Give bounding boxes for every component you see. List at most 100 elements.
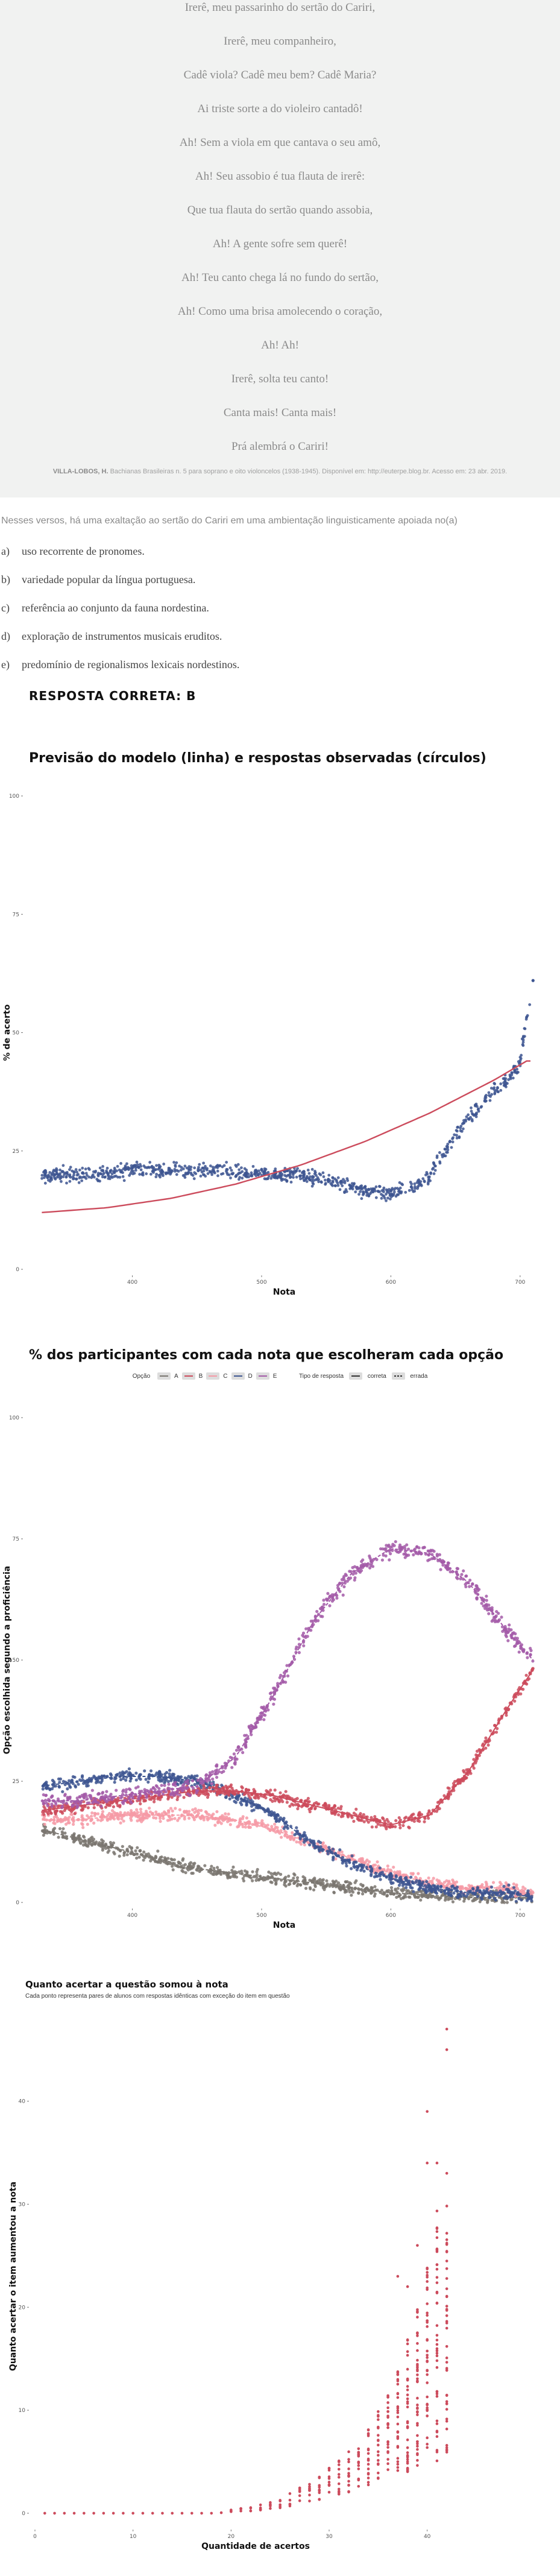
option-D-point xyxy=(146,1780,150,1784)
observed-point xyxy=(327,1178,330,1181)
gain-point xyxy=(406,2342,409,2346)
option-E-point xyxy=(464,1574,468,1578)
alternative-c[interactable]: c) referência ao conjunto da fauna nordes… xyxy=(1,602,209,614)
option-E-point xyxy=(388,1552,392,1556)
chart1-ytick-label: 0 xyxy=(16,1267,19,1273)
option-B-point xyxy=(359,1819,362,1822)
option-E-point xyxy=(505,1635,508,1638)
option-A-point xyxy=(203,1864,207,1867)
gain-point xyxy=(386,2458,389,2461)
gain-point xyxy=(426,2338,429,2342)
option-E-point xyxy=(140,1790,143,1793)
option-D-point xyxy=(508,1895,512,1899)
chart2-ytick-label: 75 xyxy=(13,1536,19,1542)
chart2-ytick-label: 50 xyxy=(13,1658,20,1664)
option-B-point xyxy=(116,1796,120,1800)
gain-point xyxy=(445,2357,448,2360)
chart1-ytick-label: 100 xyxy=(9,794,19,800)
option-E-point xyxy=(441,1563,445,1567)
observed-point xyxy=(80,1179,84,1182)
observed-point xyxy=(189,1171,193,1175)
legend-correct-label: correta xyxy=(367,1372,386,1380)
option-D-point xyxy=(282,1826,286,1830)
observed-point xyxy=(50,1172,54,1175)
observed-point xyxy=(293,1170,297,1174)
observed-point xyxy=(212,1167,215,1171)
alternative-b[interactable]: b) variedade popular da língua portuguesa… xyxy=(1,573,195,586)
observed-point xyxy=(219,1172,223,1176)
observed-point xyxy=(435,1156,439,1160)
observed-point xyxy=(492,1086,496,1090)
observed-point xyxy=(440,1153,444,1157)
gain-point xyxy=(386,2406,389,2410)
option-B-point xyxy=(354,1807,358,1811)
observed-point xyxy=(400,1190,403,1193)
option-D-point xyxy=(157,1770,162,1773)
observed-point xyxy=(455,1129,459,1133)
option-B-point xyxy=(407,1826,411,1829)
gain-point xyxy=(445,2361,448,2364)
option-D-point xyxy=(456,1896,460,1899)
option-E-point xyxy=(98,1798,102,1801)
option-C-point xyxy=(96,1812,100,1816)
option-B-point xyxy=(418,1819,421,1823)
gain-point xyxy=(406,2467,409,2471)
observed-point xyxy=(80,1176,83,1179)
option-C-point xyxy=(347,1854,350,1858)
option-B-point xyxy=(472,1766,476,1770)
option-C-point xyxy=(152,1816,156,1819)
gain-point xyxy=(171,2511,174,2515)
observed-point xyxy=(419,1180,423,1183)
legend-type-label: Tipo de resposta xyxy=(299,1372,344,1380)
option-E-point xyxy=(321,1615,324,1618)
observed-point xyxy=(61,1164,65,1167)
option-D-point xyxy=(494,1898,498,1902)
observed-point xyxy=(43,1181,47,1185)
observed-point xyxy=(174,1165,177,1168)
option-D-point xyxy=(176,1782,180,1787)
option-B-point xyxy=(374,1817,378,1821)
option-C-point xyxy=(373,1863,377,1867)
alternative-a[interactable]: a) uso recorrente de pronomes. xyxy=(1,545,145,558)
alternative-d[interactable]: d) exploração de instrumentos musicais er… xyxy=(1,630,222,643)
option-B-point xyxy=(266,1791,269,1795)
option-A-point xyxy=(248,1875,251,1879)
gain-point xyxy=(435,2263,439,2267)
gain-point xyxy=(347,2450,350,2454)
chart2-ytick-label: 0 xyxy=(16,1900,19,1906)
observed-point xyxy=(121,1175,125,1178)
option-C-point xyxy=(200,1808,203,1813)
option-C-point xyxy=(116,1816,119,1820)
observed-point xyxy=(209,1164,212,1167)
option-A-point xyxy=(104,1842,108,1846)
option-A-point xyxy=(382,1892,386,1896)
option-A-point xyxy=(181,1870,185,1874)
option-B-point xyxy=(469,1772,473,1775)
option-E-point xyxy=(136,1785,140,1788)
observed-point xyxy=(101,1173,104,1176)
option-B-point xyxy=(412,1813,415,1816)
option-C-point xyxy=(80,1816,84,1819)
observed-point xyxy=(205,1168,209,1172)
gain-point xyxy=(435,2459,439,2463)
observed-point xyxy=(136,1163,139,1167)
option-C-point xyxy=(183,1817,186,1821)
observed-point xyxy=(470,1106,473,1110)
option-A-point xyxy=(251,1870,254,1874)
observed-point xyxy=(241,1176,244,1180)
option-B-point xyxy=(417,1811,421,1816)
observed-point xyxy=(225,1168,228,1171)
observed-point xyxy=(321,1171,325,1175)
observed-point xyxy=(236,1163,240,1166)
option-B-point xyxy=(423,1817,427,1820)
option-A-point xyxy=(316,1879,320,1883)
option-E-point xyxy=(446,1564,450,1567)
option-A-point xyxy=(399,1897,403,1901)
option-D-point xyxy=(462,1892,465,1896)
option-A-point xyxy=(486,1899,489,1903)
alternative-e[interactable]: e) predomínio de regionalismos lexicais n… xyxy=(1,658,239,671)
option-A-point xyxy=(344,1880,347,1884)
gain-point xyxy=(426,2110,429,2113)
option-E-point xyxy=(244,1744,247,1748)
gain-point xyxy=(416,2406,419,2410)
